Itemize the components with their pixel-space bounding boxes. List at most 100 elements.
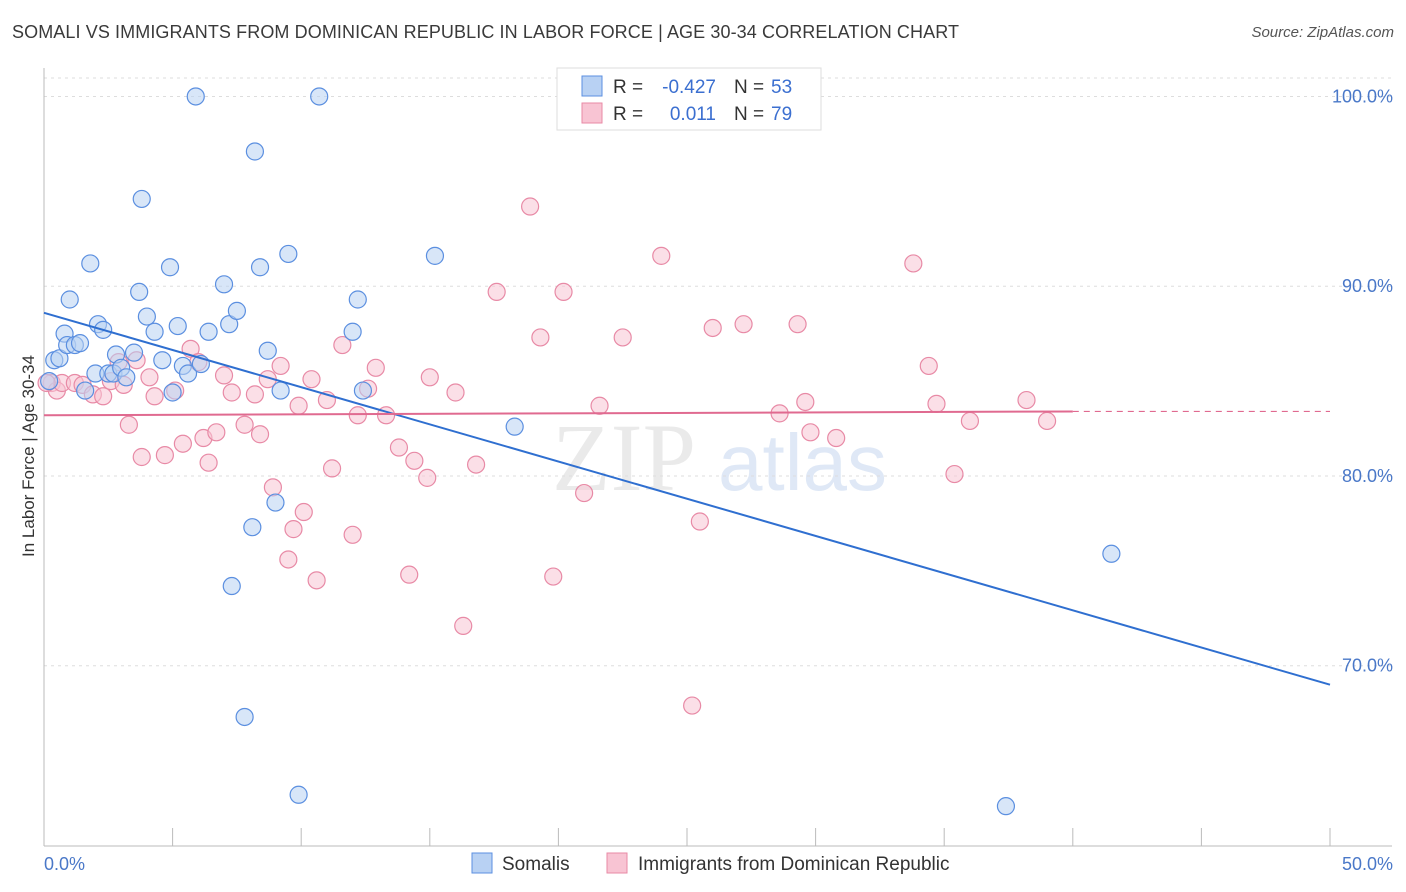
dominican-point-39 — [333, 335, 352, 355]
dominican-point-34 — [294, 502, 313, 522]
dominican-point-61 — [652, 246, 671, 265]
series-dominican-points — [37, 197, 1057, 715]
dominican-point-31 — [279, 550, 298, 569]
series-legend-swatch-dominican — [606, 852, 628, 874]
chart-title: SOMALI VS IMMIGRANTS FROM DOMINICAN REPU… — [12, 22, 960, 42]
dominican-point-47 — [405, 451, 424, 470]
somalis-point-24 — [160, 258, 180, 277]
somalis-point-51 — [996, 797, 1016, 816]
dominican-point-27 — [250, 425, 270, 444]
dominican-point-40 — [343, 525, 362, 544]
watermark: ZIP atlas — [552, 404, 887, 511]
dominican-point-71 — [904, 254, 923, 273]
dominican-point-77 — [1037, 411, 1057, 431]
dominican-point-56 — [544, 567, 563, 586]
somalis-point-41 — [266, 493, 285, 512]
somalis-point-22 — [145, 322, 164, 341]
dominican-point-17 — [173, 434, 192, 453]
dominican-point-21 — [199, 453, 218, 472]
series-legend-swatch-somalis — [471, 852, 493, 874]
dominican-point-60 — [613, 328, 632, 347]
dominican-point-30 — [271, 356, 290, 376]
dominican-point-22 — [207, 423, 226, 442]
dominican-point-62 — [683, 696, 702, 715]
dominican-point-72 — [919, 356, 938, 376]
somalis-point-46 — [343, 322, 362, 341]
somalis-point-31 — [199, 322, 218, 341]
dominican-point-25 — [235, 415, 254, 434]
somalis-point-23 — [153, 351, 172, 370]
somalis-point-50 — [505, 417, 524, 436]
dominican-point-46 — [400, 565, 419, 584]
somalis-point-35 — [227, 301, 246, 320]
series-legend: Somalis Immigrants from Dominican Republ… — [471, 852, 950, 875]
somalis-point-34 — [222, 576, 241, 596]
dominican-point-13 — [140, 368, 159, 387]
somalis-point-0 — [40, 371, 59, 391]
dominican-point-57 — [554, 282, 573, 302]
dominican-point-49 — [420, 368, 439, 387]
legend-n-label-somalis: N = — [734, 77, 764, 98]
legend-r-label-dominican: R = — [613, 104, 643, 125]
legend-n-label-dominican: N = — [734, 104, 764, 125]
dominican-point-23 — [214, 366, 234, 385]
dominican-point-29 — [263, 478, 283, 497]
dominican-point-64 — [703, 318, 722, 338]
series-legend-label-somalis: Somalis — [502, 854, 570, 875]
trend-line-dominican — [43, 410, 1073, 417]
dominican-point-73 — [927, 394, 946, 413]
somalis-point-40 — [258, 341, 277, 360]
series-somalis-points — [40, 87, 1121, 816]
somalis-point-18 — [124, 343, 144, 362]
dominican-point-45 — [389, 438, 409, 457]
somalis-point-36 — [235, 707, 254, 727]
somalis-point-38 — [245, 142, 265, 161]
dominican-point-33 — [289, 396, 308, 415]
x-tick-label-min: 0.0% — [44, 854, 85, 874]
somalis-point-25 — [163, 383, 182, 402]
dominican-point-15 — [155, 446, 174, 465]
trend-lines — [43, 311, 1331, 686]
dominican-point-12 — [132, 447, 151, 467]
dominican-point-55 — [531, 328, 550, 347]
somalis-point-52 — [1102, 544, 1121, 563]
somalis-point-28 — [178, 364, 198, 383]
legend-swatch-somalis — [581, 75, 603, 97]
dominican-point-75 — [960, 411, 980, 431]
series-legend-label-dominican: Immigrants from Dominican Republic — [638, 854, 950, 875]
dominican-point-32 — [284, 520, 303, 539]
dominican-point-24 — [222, 383, 241, 402]
dominican-point-36 — [307, 571, 326, 590]
somalis-point-17 — [117, 368, 136, 387]
dominican-point-54 — [521, 197, 540, 216]
somalis-point-32 — [214, 275, 234, 294]
somalis-point-48 — [353, 381, 373, 400]
legend-r-value-dominican: 0.011 — [670, 104, 716, 125]
y-tick-label-100: 100.0% — [1332, 86, 1393, 106]
somalis-point-29 — [186, 87, 205, 106]
dominican-point-41 — [348, 406, 367, 425]
dominican-point-38 — [322, 459, 342, 478]
legend-n-value-somalis: 53 — [771, 77, 792, 98]
dominican-point-48 — [418, 468, 437, 487]
legend-swatch-dominican — [581, 102, 603, 124]
somalis-point-39 — [250, 258, 270, 277]
dominican-point-63 — [690, 512, 709, 531]
somalis-point-20 — [132, 189, 151, 209]
somalis-point-49 — [425, 246, 445, 265]
dominican-point-52 — [466, 455, 486, 474]
dominican-point-65 — [734, 315, 753, 334]
dominican-point-74 — [945, 464, 964, 484]
somalis-point-8 — [76, 381, 95, 400]
x-tick-label-max: 50.0% — [1342, 854, 1393, 874]
y-tick-label-90: 90.0% — [1342, 276, 1393, 296]
legend-r-value-somalis: -0.427 — [662, 77, 716, 98]
dominican-point-76 — [1017, 390, 1036, 410]
legend-r-label-somalis: R = — [613, 77, 643, 98]
somalis-point-45 — [310, 87, 329, 106]
dominican-point-43 — [366, 358, 385, 377]
y-axis-title: In Labor Force | Age 30-34 — [19, 355, 38, 557]
somalis-point-9 — [81, 254, 100, 273]
dominican-point-58 — [575, 483, 594, 503]
